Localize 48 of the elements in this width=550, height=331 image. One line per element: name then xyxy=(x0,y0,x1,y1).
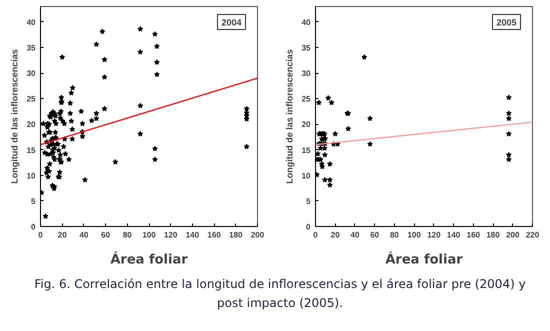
y-tick-label: 20 xyxy=(26,120,36,130)
y-tick-label: 15 xyxy=(26,146,36,155)
x-tick-label: 100 xyxy=(407,230,422,240)
y-tick-label: 0 xyxy=(31,222,36,232)
y-tick-label: 20 xyxy=(302,120,312,130)
x-tick-label: 60 xyxy=(370,230,380,240)
x-tick-label: 20 xyxy=(58,230,68,240)
y-tick-label: 15 xyxy=(302,146,312,155)
y-tick-label: 0 xyxy=(306,222,312,232)
annotation: 2004 xyxy=(221,18,242,28)
x-tick-label: 0 xyxy=(313,230,318,240)
y-tick-label: 25 xyxy=(26,94,36,104)
y-axis-title: Longitud de las inflorescencias xyxy=(10,49,20,184)
y-tick-label: 10 xyxy=(26,171,36,180)
y-tick-label: 5 xyxy=(306,196,312,206)
x-tick-label: 120 xyxy=(164,230,178,240)
x-tick-label: 40 xyxy=(350,230,360,240)
x-tick-label: 160 xyxy=(466,230,481,240)
x-tick-label: 0 xyxy=(38,230,44,240)
y-tick-label: 35 xyxy=(302,43,312,52)
x-tick-label: 180 xyxy=(229,230,244,240)
x-tick-label: 120 xyxy=(427,230,442,240)
x-axis-title: Área foliar xyxy=(110,250,188,268)
x-tick-label: 40 xyxy=(79,230,89,240)
x-tick-label: 80 xyxy=(122,230,132,240)
x-tick-label: 140 xyxy=(186,230,200,240)
y-tick-label: 30 xyxy=(26,69,36,78)
x-tick-label: 60 xyxy=(101,230,111,240)
y-tick-label: 10 xyxy=(302,171,312,180)
x-tick-label: 180 xyxy=(486,230,500,240)
y-tick-label: 25 xyxy=(302,94,312,104)
x-tick-label: 220 xyxy=(526,230,540,240)
y-tick-label: 40 xyxy=(26,18,36,27)
x-tick-label: 140 xyxy=(446,230,461,240)
x-tick-label: 200 xyxy=(250,230,265,240)
y-tick-label: 40 xyxy=(302,18,312,27)
x-tick-label: 100 xyxy=(142,230,156,240)
x-tick-label: 200 xyxy=(506,230,520,240)
y-tick-label: 35 xyxy=(26,43,36,52)
x-tick-label: 160 xyxy=(207,230,222,240)
annotation: 2005 xyxy=(496,18,517,28)
y-axis-title: Longitud de las inflorescencias xyxy=(284,49,295,184)
x-tick-label: 80 xyxy=(390,230,400,240)
x-tick-label: 20 xyxy=(330,230,340,240)
x-axis-title: Área foliar xyxy=(385,250,464,268)
caption: Fig. 6. Correlación entre la longitud de inflorescencias y el área foliar pre (2004) y post impacto (2005). xyxy=(33,276,527,312)
y-tick-label: 5 xyxy=(31,196,36,206)
y-tick-label: 30 xyxy=(302,69,312,78)
